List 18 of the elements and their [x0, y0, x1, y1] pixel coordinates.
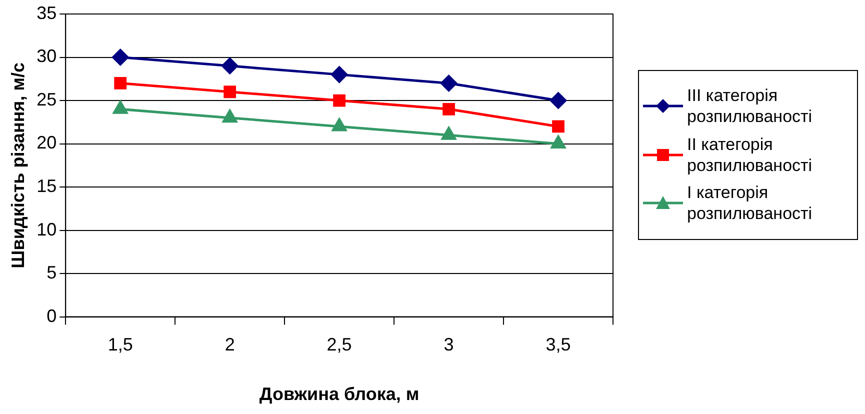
y-tick-label: 30	[36, 46, 57, 66]
y-tick-label: 35	[36, 2, 57, 23]
x-tick-label: 3,5	[546, 334, 571, 355]
x-tick-label: 2	[224, 334, 235, 355]
y-tick-label: 20	[36, 132, 57, 153]
legend-label: I категорія розпилюваності	[687, 182, 814, 224]
y-tick-label: 10	[36, 219, 57, 240]
x-axis-title: Довжина блока, м	[259, 384, 420, 404]
y-tick-label: 25	[36, 89, 57, 110]
legend-label: III категорія розпилюваності	[687, 85, 814, 128]
x-tick-label: 1,5	[108, 334, 133, 355]
legend-label: II категорія розпилюваності	[687, 134, 814, 176]
y-tick-label: 15	[36, 176, 57, 196]
y-tick-label: 5	[46, 262, 57, 283]
x-tick-label: 3	[444, 334, 454, 355]
x-tick-label: 2,5	[326, 334, 352, 355]
y-axis-title: Швидкість різання, м/с	[8, 62, 28, 268]
y-tick-label: 0	[46, 306, 57, 326]
